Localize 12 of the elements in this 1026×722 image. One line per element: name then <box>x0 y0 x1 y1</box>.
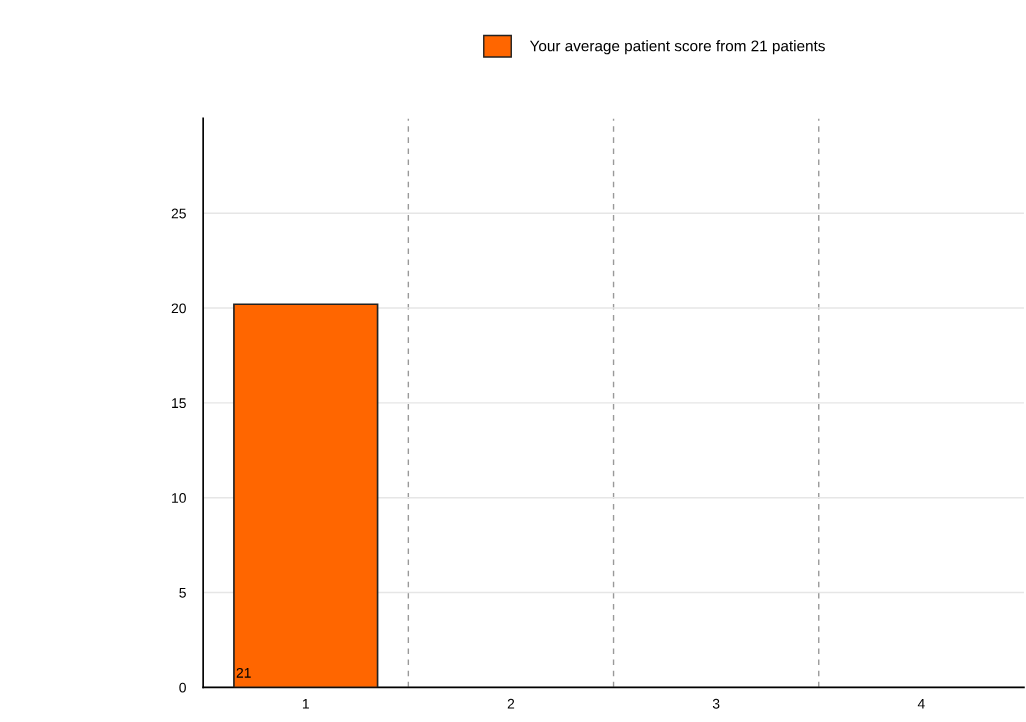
y-tick-label: 0 <box>179 682 186 693</box>
x-tick-label: 1 <box>302 698 309 709</box>
y-tick-label: 20 <box>171 303 186 314</box>
x-tick-label: 4 <box>917 698 925 709</box>
y-tick-label: 25 <box>171 208 186 219</box>
y-tick-label: 5 <box>179 588 186 598</box>
x-tick-label: 3 <box>712 698 720 709</box>
y-tick-label: 10 <box>172 493 186 503</box>
annotation: 21 <box>236 667 251 678</box>
y-tick-label: 15 <box>172 398 186 409</box>
legend-label: Your average patient score from 21 patients <box>529 40 825 55</box>
x-tick-label: 2 <box>507 698 515 709</box>
